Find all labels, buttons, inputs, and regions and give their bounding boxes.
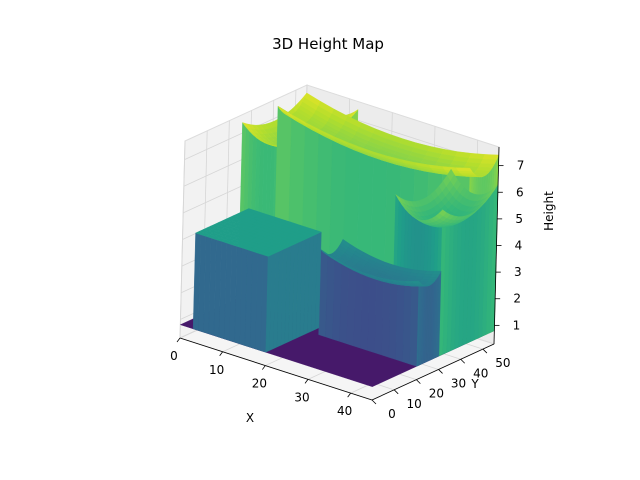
structure-roof-cell	[430, 273, 440, 278]
y-axis-line	[371, 343, 495, 401]
y-tick-label: 20	[429, 387, 444, 401]
y-tick-label: 0	[388, 407, 396, 421]
y-tick-mark	[393, 389, 399, 395]
structure-roof-cell	[480, 159, 497, 165]
x-tick-label: 0	[170, 349, 178, 363]
x-tick-label: 20	[252, 377, 267, 391]
x-tick-mark	[176, 337, 181, 343]
y-tick-label: 10	[407, 397, 422, 411]
tick-labels: 0 10 20 30 40 0 10 20 30 40 50 1 2 3 4 5 6 7	[170, 159, 524, 421]
structure-roof-cell	[262, 252, 273, 257]
y-tick-label: 40	[473, 366, 488, 380]
x-axis-line	[179, 337, 373, 401]
x-tick-label: 10	[209, 363, 224, 377]
z-tick-label: 2	[513, 292, 521, 306]
y-tick-label: 30	[451, 376, 466, 390]
z-tick-label: 7	[517, 159, 525, 173]
x-tick-mark	[219, 351, 223, 357]
x-tick-mark	[347, 392, 351, 398]
x-axis-label: X	[246, 411, 254, 425]
x-tick-mark	[304, 379, 309, 384]
y-tick-mark	[482, 348, 488, 354]
height-surface	[179, 92, 500, 387]
structure-roof-cell	[411, 280, 421, 284]
z-tick-label: 4	[515, 239, 523, 253]
structure-roof-cell	[455, 167, 473, 172]
y-tick-mark	[371, 399, 377, 405]
z-tick-label: 6	[516, 185, 524, 199]
y-axis-label: Y	[470, 377, 479, 391]
x-tick-label: 30	[294, 390, 309, 404]
structure-roof-cell	[438, 209, 447, 217]
chart-title: 3D Height Map	[272, 35, 384, 53]
y-tick-mark	[438, 369, 443, 374]
z-axis-label: Height	[542, 191, 556, 231]
y-tick-label: 50	[495, 356, 510, 370]
y-tick-mark	[460, 358, 466, 364]
z-tick-label: 3	[514, 265, 522, 279]
z-tick-label: 5	[515, 212, 523, 226]
z-tick-label: 1	[513, 318, 521, 332]
structure-roof-cell	[482, 154, 500, 161]
x-tick-mark	[262, 365, 266, 370]
y-tick-mark	[416, 379, 421, 384]
x-tick-label: 40	[337, 404, 352, 418]
